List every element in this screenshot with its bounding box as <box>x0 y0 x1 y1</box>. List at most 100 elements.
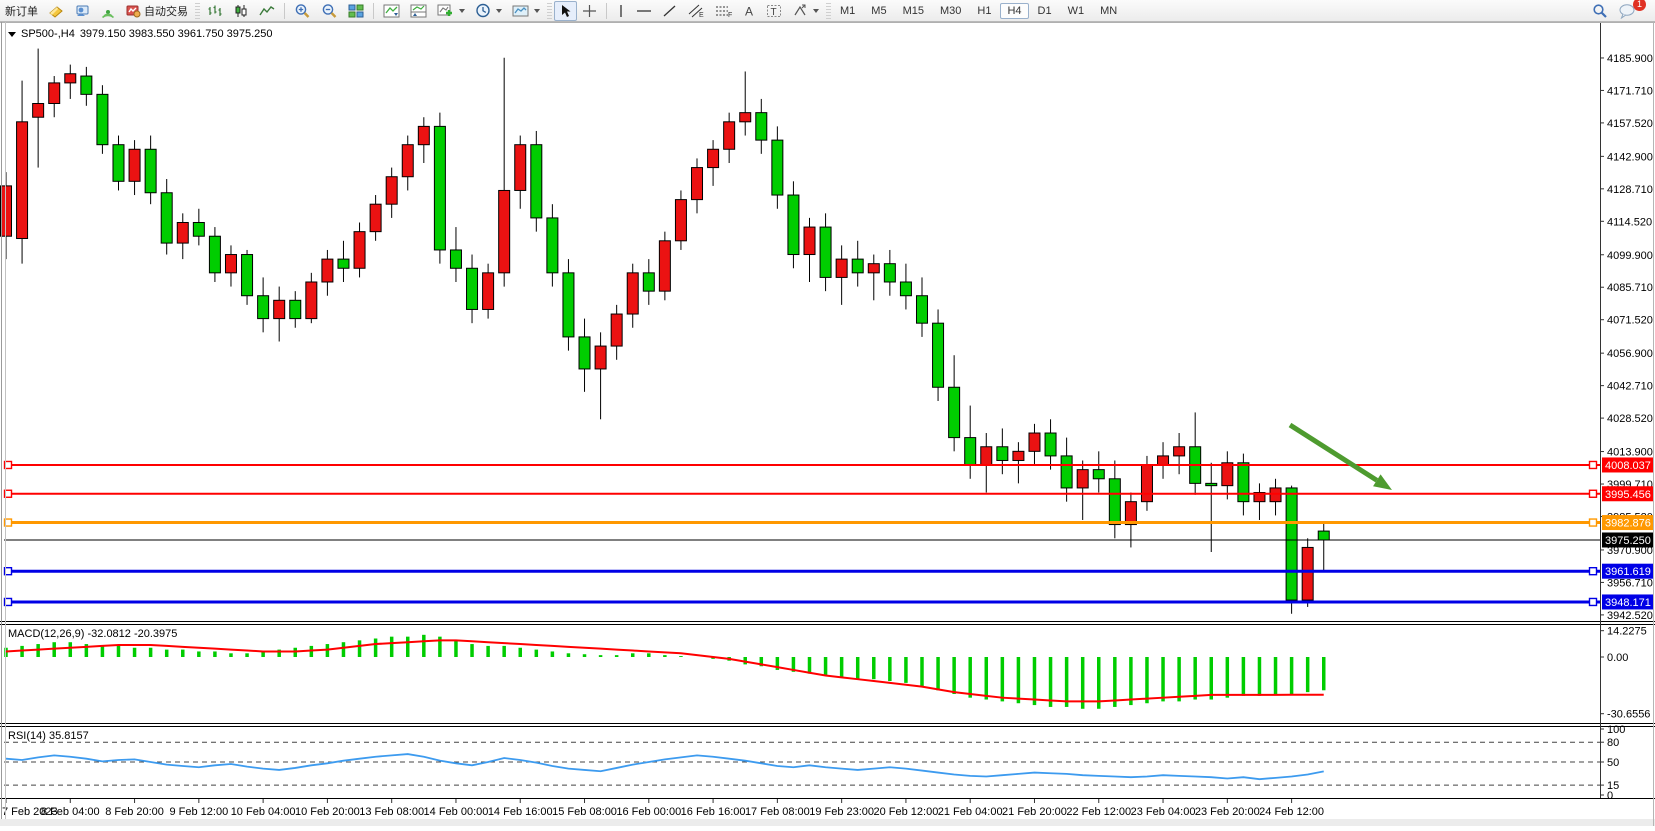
time-tick-label: 10 Feb 20:00 <box>295 806 360 818</box>
hline-handle <box>1588 597 1598 607</box>
candle-body <box>674 199 687 242</box>
chart-title[interactable]: SP500-,H4 3979.150 3983.550 3961.750 397… <box>8 28 273 40</box>
dropdown-arrow-icon <box>496 8 502 13</box>
candle-body <box>658 240 671 292</box>
timeframe-button-MN[interactable]: MN <box>1100 4 1118 17</box>
channel-tool[interactable]: E <box>682 1 710 21</box>
time-tick-label: 15 Feb 08:00 <box>552 806 617 818</box>
timeframe-button-M15[interactable]: M15 <box>902 4 924 17</box>
tile-windows-icon[interactable] <box>343 1 369 21</box>
candle-body <box>353 231 366 269</box>
chart-template-button[interactable] <box>507 1 545 21</box>
candle-body <box>241 254 254 297</box>
time-tick-label: 7 Feb 2023 <box>2 806 58 818</box>
candle-body <box>1060 455 1073 489</box>
new-order-label: 新订单 <box>5 5 38 18</box>
chat-bubble-icon <box>1619 3 1635 19</box>
timeframe-button-M1[interactable]: M1 <box>840 4 856 17</box>
macd-indicator-label: MACD(12,26,9) -32.0812 -20.3975 <box>8 628 178 640</box>
candle-body <box>1269 487 1282 503</box>
candle-body <box>289 299 302 320</box>
chat-badge: 1 <box>1633 0 1646 11</box>
candle-body <box>546 217 559 274</box>
timeframe-button-M5[interactable]: M5 <box>871 4 887 17</box>
candle-body <box>755 112 768 141</box>
chart-canvas[interactable]: 4185.900 4171.710 4157.520 4142.900 4128.710… <box>0 22 1655 826</box>
trendline-tool[interactable] <box>657 1 682 21</box>
vertical-line-tool[interactable] <box>611 1 631 21</box>
search-button[interactable] <box>1587 1 1613 21</box>
cursor-icon <box>562 4 571 17</box>
time-tick-label: 22 Feb 12:00 <box>1066 806 1131 818</box>
auto-trading-label: 自动交易 <box>144 5 188 18</box>
hline-price-badge <box>1602 594 1654 610</box>
symbol-label: SP500-,H4 <box>21 28 75 40</box>
candle-body <box>160 192 173 244</box>
candle-body <box>915 295 928 324</box>
indicator-subwindow-icon[interactable] <box>405 1 432 21</box>
candle-body <box>819 226 832 278</box>
timeframe-button-H1[interactable]: H1 <box>977 4 992 17</box>
candle-body <box>16 121 29 240</box>
timeframe-button-M30[interactable]: M30 <box>939 4 962 17</box>
toolbar-grip <box>195 2 200 19</box>
annotation-arrow[interactable] <box>1288 422 1392 490</box>
price-tick-label: 3970.900 <box>1607 545 1653 557</box>
line-chart-icon[interactable] <box>254 1 280 21</box>
hline-handle <box>1588 566 1598 576</box>
dropdown-arrow-icon <box>813 8 819 13</box>
candle-body <box>1140 464 1153 503</box>
price-tick-label: 3956.710 <box>1607 577 1653 589</box>
candle-body <box>996 446 1009 461</box>
candle-body <box>80 75 93 95</box>
time-tick-label: 21 Feb 04:00 <box>938 806 1003 818</box>
time-tick-label: 8 Feb 04:00 <box>41 806 100 818</box>
price-tick-label: 4171.710 <box>1607 85 1653 97</box>
candle-body <box>835 258 848 278</box>
text-tool[interactable]: A <box>738 1 761 21</box>
rsi-indicator-label: RSI(14) 35.8157 <box>8 730 89 742</box>
timeframe-clock-button[interactable] <box>470 1 507 21</box>
hline-objects[interactable] <box>3 460 1600 607</box>
time-tick-label: 8 Feb 20:00 <box>105 806 164 818</box>
candle-body <box>224 254 237 274</box>
hline-handle <box>1588 460 1598 470</box>
horizontal-line-tool[interactable] <box>631 1 657 21</box>
svg-text:A: A <box>745 4 753 18</box>
timeframe-button-D1[interactable]: D1 <box>1037 4 1052 17</box>
envelope-icon[interactable] <box>43 1 69 21</box>
symbol-dropdown-icon[interactable] <box>8 31 16 37</box>
new-order-button[interactable]: 新订单 <box>0 1 43 21</box>
zoom-out-icon[interactable] <box>316 1 343 21</box>
timeframe-group: M1 M5 M15 M30 H1 H4 D1 W1 MN <box>833 2 1124 19</box>
zoom-in-icon[interactable] <box>289 1 316 21</box>
candle-body <box>1028 432 1041 452</box>
timeframe-button-H4[interactable]: H4 <box>1000 2 1029 19</box>
fibonacci-tool[interactable]: F <box>710 1 738 21</box>
crosshair-tool-button[interactable] <box>577 1 602 21</box>
candle-body <box>417 125 430 146</box>
rsi-line <box>5 753 1324 781</box>
dropdown-arrow-icon <box>534 8 540 13</box>
candle-body <box>32 103 45 118</box>
macd-scale-label: -30.6556 <box>1607 709 1650 721</box>
timeframe-button-W1[interactable]: W1 <box>1067 4 1085 17</box>
candle-body <box>1285 487 1298 601</box>
price-axis[interactable]: 4185.900 4171.710 4157.520 4142.900 4128.710… <box>1600 23 1654 802</box>
hline-price-badge-label: 3961.619 <box>1605 566 1651 578</box>
label-tool[interactable]: T <box>761 1 787 21</box>
signal-icon[interactable] <box>95 1 121 21</box>
auto-trading-button[interactable]: 自动交易 <box>121 1 193 21</box>
bar-chart-icon[interactable] <box>202 1 228 21</box>
chat-button[interactable]: 1 <box>1613 0 1646 21</box>
add-indicator-button[interactable] <box>432 1 470 21</box>
shapes-tool[interactable] <box>787 1 824 21</box>
terminal-user-icon[interactable] <box>69 1 95 21</box>
cursor-tool-button[interactable] <box>554 0 577 21</box>
svg-text:T: T <box>771 7 777 18</box>
chart-area[interactable]: SP500-,H4 3979.150 3983.550 3961.750 397… <box>0 22 1655 826</box>
indicators-window-icon[interactable] <box>378 1 405 21</box>
time-tick-label: 10 Feb 04:00 <box>231 806 296 818</box>
candlestick-icon[interactable] <box>228 1 254 21</box>
